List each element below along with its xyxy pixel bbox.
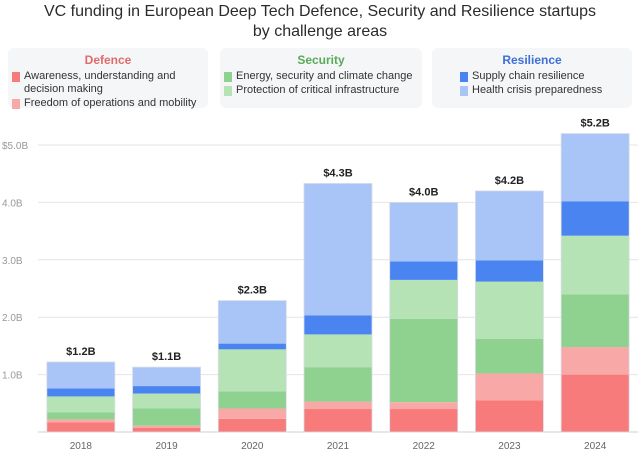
bar-2018-series-4 xyxy=(46,388,115,397)
bar-2022-series-1 xyxy=(389,402,458,410)
total-label-2018: $1.2B xyxy=(66,346,95,358)
bar-2021-series-1 xyxy=(304,401,372,410)
y-tick-label-2: 3.0B xyxy=(2,256,23,267)
chart-title-line2: by challenge areas xyxy=(252,23,388,40)
legend-label-supply-chain: Supply chain resilience xyxy=(472,70,585,82)
legend-swatch-freedom xyxy=(12,99,20,109)
bar-2018-series-2 xyxy=(46,412,115,420)
x-tick-label-2020: 2020 xyxy=(241,441,264,452)
bar-2021-series-5 xyxy=(304,183,372,316)
legend-group-security-title: Security xyxy=(297,53,345,67)
legend-group-resilience: Resilience Supply chain resilience Healt… xyxy=(432,48,632,108)
bar-2020-series-2 xyxy=(218,391,287,409)
legend-label-energy: Energy, security and climate change xyxy=(236,70,413,82)
bar-2023-series-0 xyxy=(475,400,544,432)
bar-2021-series-2 xyxy=(304,367,372,402)
bar-2022-series-5 xyxy=(389,202,458,262)
bar-outline-2020 xyxy=(217,300,287,433)
bar-2019-series-2 xyxy=(132,408,201,426)
bar-2018-series-1 xyxy=(46,419,115,423)
bar-2022-series-4 xyxy=(389,261,458,280)
bar-2021-series-0 xyxy=(304,409,372,432)
legend-label-infrastructure: Protection of critical infrastructure xyxy=(236,84,400,96)
y-tick-label-3: 4.0B xyxy=(2,198,23,209)
bar-2023-series-3 xyxy=(475,281,544,340)
chart-title-line1: VC funding in European Deep Tech Defence… xyxy=(43,3,597,20)
x-tick-label-2023: 2023 xyxy=(498,441,521,452)
total-label-2022: $4.0B xyxy=(409,186,438,198)
legend-item-energy: Energy, security and climate change xyxy=(220,70,422,83)
bar-outline-2019 xyxy=(132,366,201,433)
legend-group-security: Security Energy, security and climate ch… xyxy=(220,48,422,108)
total-label-2020: $2.3B xyxy=(238,285,267,297)
bar-2018-series-3 xyxy=(46,396,115,413)
bar-2020-series-5 xyxy=(218,300,287,344)
y-tick-label-1: 2.0B xyxy=(2,313,23,324)
legend-swatch-infrastructure xyxy=(224,86,232,96)
x-tick-label-2024: 2024 xyxy=(584,441,607,452)
legend-item-awareness: Awareness, understanding and decision ma… xyxy=(8,70,208,96)
legend-swatch-energy xyxy=(224,72,232,82)
chart-title: VC funding in European Deep Tech Defence… xyxy=(0,2,640,42)
x-tick-label-2018: 2018 xyxy=(70,441,93,452)
legend-label-freedom: Freedom of operations and mobility xyxy=(24,97,197,109)
legend-swatch-health xyxy=(460,86,468,96)
bar-2021-series-3 xyxy=(304,334,372,368)
total-label-2023: $4.2B xyxy=(495,175,524,187)
bar-outline-2024 xyxy=(560,133,630,433)
bar-2019-series-5 xyxy=(132,367,201,387)
legend-group-defence: Defence Awareness, understanding and dec… xyxy=(8,48,208,110)
bar-2021-series-4 xyxy=(304,315,372,335)
bar-2022-series-0 xyxy=(389,409,458,432)
x-tick-label-2022: 2022 xyxy=(413,441,436,452)
bar-outline-2022 xyxy=(389,201,459,433)
bar-2024-series-0 xyxy=(561,374,630,432)
bar-2018-series-0 xyxy=(46,422,115,432)
bar-2024-series-5 xyxy=(561,133,630,202)
bar-2018-series-5 xyxy=(46,361,115,389)
total-label-2021: $4.3B xyxy=(323,167,352,179)
bar-2019-series-3 xyxy=(132,393,201,409)
bar-2022-series-3 xyxy=(389,279,458,319)
bar-outline-2018 xyxy=(46,361,116,433)
bar-2023-series-5 xyxy=(475,190,544,261)
legend-swatch-supply-chain xyxy=(460,72,468,82)
bar-2022-series-2 xyxy=(389,318,458,403)
bar-2023-series-4 xyxy=(475,260,544,282)
bar-outline-2021 xyxy=(303,183,373,433)
legend-swatch-awareness xyxy=(12,72,20,82)
bar-2024-series-3 xyxy=(561,235,630,295)
legend-label-awareness: Awareness, understanding and decision ma… xyxy=(24,70,176,95)
legend-item-health: Health crisis preparedness xyxy=(432,84,632,97)
legend-group-defence-title: Defence xyxy=(84,53,132,67)
legend-item-infrastructure: Protection of critical infrastructure xyxy=(220,84,422,97)
bar-2024-series-4 xyxy=(561,201,630,236)
bar-2023-series-1 xyxy=(475,373,544,401)
bar-2019-series-0 xyxy=(132,427,201,432)
bar-2020-series-4 xyxy=(218,343,287,350)
x-tick-label-2021: 2021 xyxy=(327,441,350,452)
legend-label-health: Health crisis preparedness xyxy=(472,84,603,96)
bar-2024-series-2 xyxy=(561,294,630,348)
bar-2020-series-1 xyxy=(218,408,287,419)
bar-2019-series-4 xyxy=(132,386,201,394)
bar-outline-2023 xyxy=(475,190,544,433)
legend-item-freedom: Freedom of operations and mobility xyxy=(8,97,208,110)
legend-group-resilience-title: Resilience xyxy=(502,53,562,67)
bar-2024-series-1 xyxy=(561,347,630,375)
y-tick-label-4: $5.0B xyxy=(2,141,28,152)
legend-item-supply-chain: Supply chain resilience xyxy=(432,70,632,83)
bar-2020-series-3 xyxy=(218,349,287,392)
bar-2020-series-0 xyxy=(218,418,287,432)
y-tick-label-0: 1.0B xyxy=(2,371,23,382)
bar-2019-series-1 xyxy=(132,425,201,428)
bar-2023-series-2 xyxy=(475,339,544,374)
x-tick-label-2019: 2019 xyxy=(155,441,178,452)
total-label-2024: $5.2B xyxy=(580,118,609,130)
total-label-2019: $1.1B xyxy=(152,351,181,363)
